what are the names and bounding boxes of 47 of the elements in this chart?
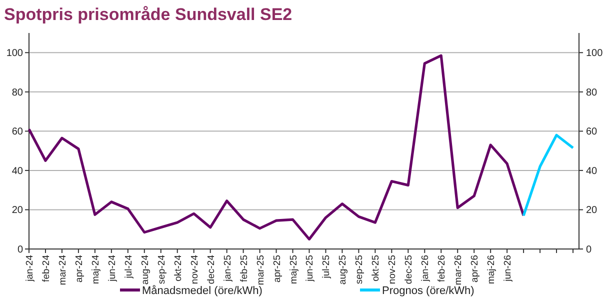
x-tick-label: nov-25 (387, 255, 398, 284)
x-tick-label: aug-24 (140, 255, 151, 285)
x-tick-label: jun-25 (304, 255, 316, 282)
x-tick-label: jul-24 (123, 255, 134, 280)
x-tick-label: feb-26 (436, 255, 448, 282)
x-tick-label: sep-24 (156, 255, 168, 284)
y-tick-label: 40 (12, 166, 24, 177)
x-tick-label: jan-24 (24, 255, 36, 282)
x-tick-label: sep-25 (354, 255, 366, 284)
x-tick-label: jun-24 (106, 255, 118, 282)
x-tick-label: mar-24 (57, 255, 68, 286)
x-tick-label: jan-25 (222, 255, 234, 282)
x-tick-label: feb-24 (40, 255, 52, 282)
chart-title: Spotpris prisområde Sundsvall SE2 (4, 5, 292, 24)
x-tick-label: maj-24 (90, 255, 102, 284)
line-series (28, 54, 525, 240)
x-tick-label: jun-26 (502, 255, 514, 282)
y-tick-label: 60 (12, 126, 24, 138)
y2-tick-label: 80 (586, 87, 598, 98)
x-tick-label: maj-26 (486, 255, 498, 284)
x-tick-label: maj-25 (288, 255, 300, 284)
x-tick-label: apr-25 (272, 255, 283, 282)
y2-tick-label: 0 (586, 244, 592, 256)
y-tick-label: 0 (17, 244, 24, 256)
y-tick-label: 80 (12, 87, 24, 98)
x-tick-label: nov-24 (189, 255, 200, 284)
x-tick-label: mar-26 (453, 255, 464, 286)
x-tick-label: okt-24 (172, 255, 184, 282)
x-tick-label: okt-25 (370, 255, 382, 282)
legend-label: Månadsmedel (öre/kWh) (142, 285, 262, 297)
y2-tick-label: 100 (586, 48, 604, 60)
x-tick-label: mar-25 (255, 255, 266, 286)
x-tick-label: jan-26 (420, 255, 432, 282)
y-tick-label: 100 (6, 48, 24, 60)
line-series (522, 134, 574, 217)
x-tick-label: aug-25 (338, 255, 349, 285)
legend-label: Prognos (öre/kWh) (382, 285, 474, 297)
x-tick-label: dec-25 (404, 255, 415, 284)
y2-tick-label: 20 (586, 205, 598, 216)
x-tick-label: apr-26 (470, 255, 481, 282)
y-tick-label: 20 (12, 205, 24, 216)
y2-tick-label: 60 (586, 126, 598, 138)
x-tick-label: apr-24 (74, 255, 85, 282)
x-tick-label: feb-25 (238, 255, 250, 282)
x-tick-label: dec-24 (206, 255, 217, 284)
x-tick-label: jul-25 (321, 255, 332, 280)
y2-tick-label: 40 (586, 166, 598, 177)
